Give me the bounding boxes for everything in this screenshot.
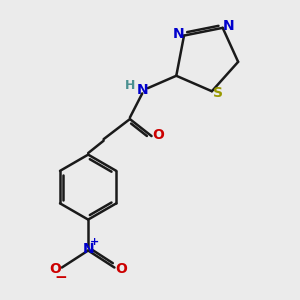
Text: +: + bbox=[90, 237, 100, 247]
Text: O: O bbox=[115, 262, 127, 276]
Text: N: N bbox=[136, 83, 148, 97]
Text: −: − bbox=[55, 270, 68, 285]
Text: O: O bbox=[152, 128, 164, 142]
Text: H: H bbox=[125, 80, 136, 92]
Text: S: S bbox=[213, 86, 223, 100]
Text: N: N bbox=[82, 242, 94, 256]
Text: O: O bbox=[49, 262, 61, 276]
Text: N: N bbox=[172, 27, 184, 41]
Text: N: N bbox=[222, 19, 234, 33]
